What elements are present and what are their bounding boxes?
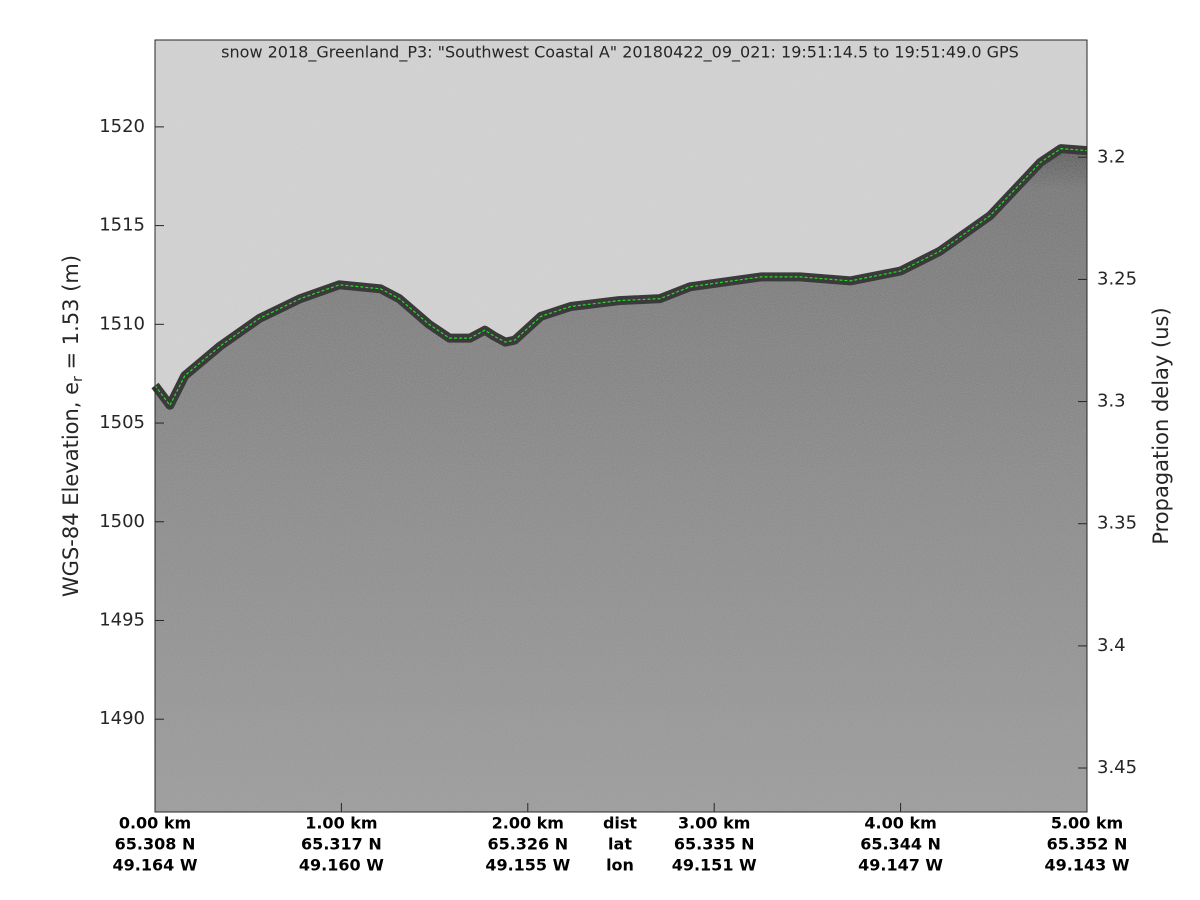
chart-title: snow 2018_Greenland_P3: "Southwest Coast… [221,43,1019,63]
y-tick-label: 1505 [99,412,145,433]
y2-tick-label: 3.3 [1097,391,1126,412]
y2-tick-label: 3.2 [1097,146,1126,167]
lon-label: 49.147 W [858,856,943,875]
x-tick-label: 2.00 km [492,814,564,833]
x-tick-label: 1.00 km [305,814,377,833]
y-tick-label: 1510 [99,313,145,334]
y-axis-label-sub: r [70,376,86,382]
lat-label: 65.308 N [115,835,196,854]
y-tick-label: 1495 [99,609,145,630]
x-tick-label: 0.00 km [119,814,191,833]
y-tick-label: 1490 [99,708,145,729]
x-row-name: lon [606,856,634,875]
lon-label: 49.164 W [113,856,198,875]
y2-tick-label: 3.25 [1097,268,1137,289]
x-tick-label: 4.00 km [864,814,936,833]
y-tick-label: 1520 [99,116,145,137]
y2-tick-label: 3.45 [1097,757,1137,778]
lat-label: 65.335 N [674,835,755,854]
surface-line [154,147,1088,407]
y-axis-label-part: WGS-84 Elevation, e [59,382,83,597]
x-row-name: dist [603,814,637,833]
lat-label: 65.352 N [1047,835,1128,854]
y2-tick-label: 3.4 [1097,635,1126,656]
lat-label: 65.326 N [487,835,568,854]
subsurface-area [155,148,1087,813]
lon-label: 49.160 W [299,856,384,875]
y-tick-label: 1515 [99,215,145,236]
lat-label: 65.317 N [301,835,382,854]
x-tick-label: 5.00 km [1051,814,1123,833]
lat-label: 65.344 N [860,835,941,854]
y-axis-label: WGS-84 Elevation, er = 1.53 (m) [59,255,86,597]
x-row-name: lat [608,835,632,854]
y2-tick-label: 3.35 [1097,513,1137,534]
y-tick-label: 1500 [99,511,145,532]
lon-label: 49.151 W [672,856,757,875]
y-axis-label-part: = 1.53 (m) [59,255,83,376]
plot-frame [154,39,1088,813]
x-tick-label: 3.00 km [678,814,750,833]
y2-axis-label: Propagation delay (us) [1149,307,1173,544]
lon-label: 49.143 W [1045,856,1130,875]
lon-label: 49.155 W [485,856,570,875]
